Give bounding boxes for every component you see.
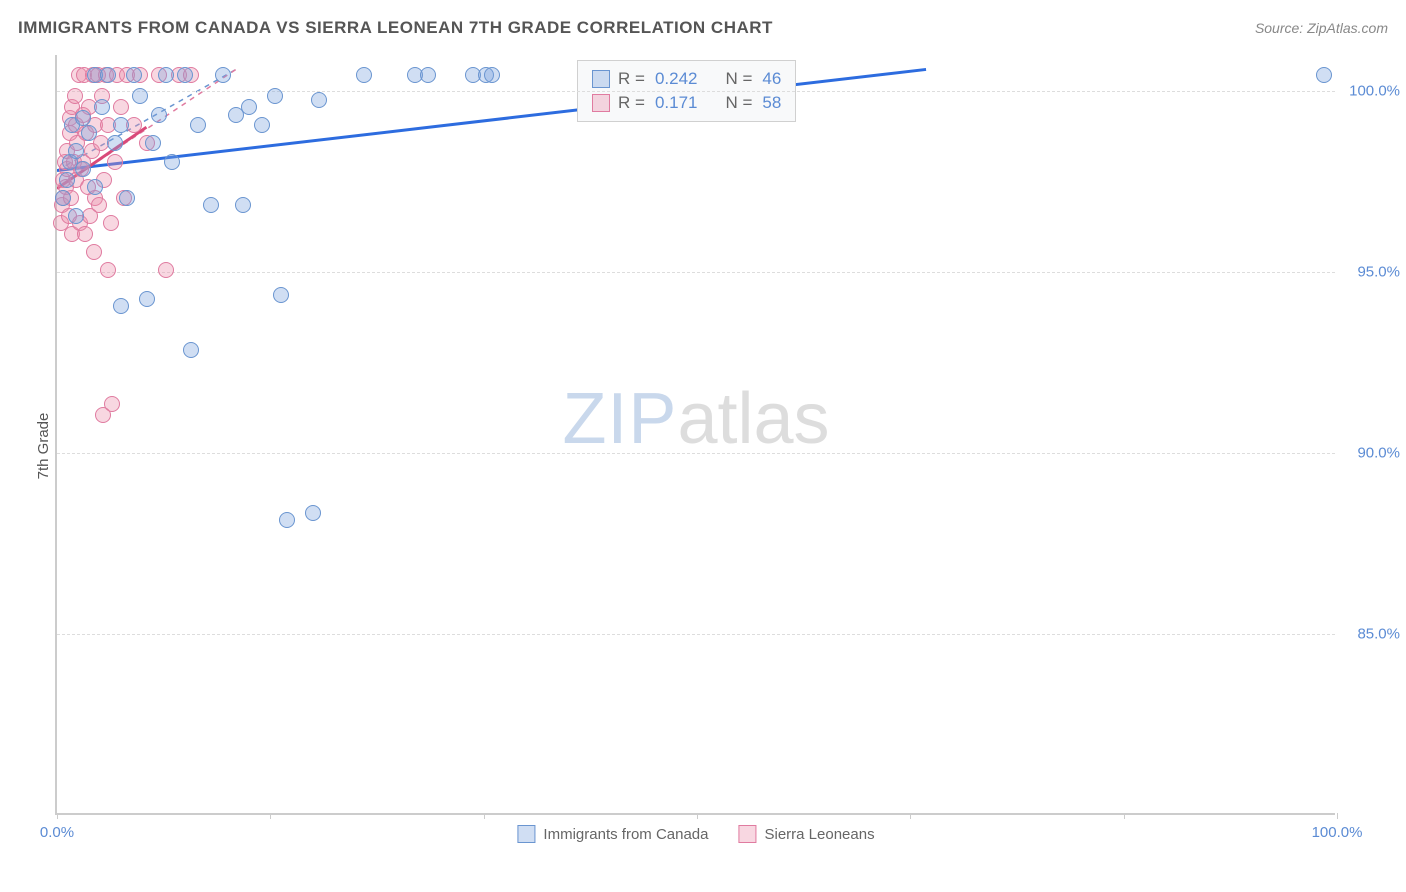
stats-row: R = 0.242 N = 46 [592, 67, 781, 91]
scatter-point [1316, 67, 1332, 83]
watermark: ZIPatlas [562, 378, 829, 460]
scatter-point [203, 197, 219, 213]
scatter-point [113, 117, 129, 133]
gridline [57, 453, 1335, 454]
scatter-point [356, 67, 372, 83]
scatter-point [55, 190, 71, 206]
scatter-point [158, 262, 174, 278]
stats-r-label: R = [618, 69, 645, 89]
legend-item: Immigrants from Canada [517, 825, 708, 843]
scatter-point [103, 215, 119, 231]
y-tick-label: 95.0% [1357, 264, 1400, 281]
stats-swatch [592, 94, 610, 112]
stats-n-label: N = [725, 69, 752, 89]
scatter-point [190, 117, 206, 133]
scatter-point [86, 244, 102, 260]
scatter-point [119, 190, 135, 206]
scatter-point [420, 67, 436, 83]
scatter-point [183, 342, 199, 358]
watermark-zip: ZIP [562, 379, 677, 459]
stats-r-value: 0.242 [655, 69, 698, 89]
legend-swatch [517, 825, 535, 843]
gridline [57, 272, 1335, 273]
scatter-point [100, 262, 116, 278]
scatter-point [100, 67, 116, 83]
gridline [57, 634, 1335, 635]
scatter-point [132, 88, 148, 104]
scatter-point [145, 135, 161, 151]
scatter-point [87, 179, 103, 195]
gridline [57, 91, 1335, 92]
scatter-point [311, 92, 327, 108]
scatter-point [484, 67, 500, 83]
chart-header: IMMIGRANTS FROM CANADA VS SIERRA LEONEAN… [18, 18, 1388, 38]
stats-n-value: 46 [762, 69, 781, 89]
stats-n-value: 58 [762, 93, 781, 113]
scatter-point [81, 125, 97, 141]
trend-lines [57, 55, 1335, 813]
stats-swatch [592, 70, 610, 88]
stats-r-value: 0.171 [655, 93, 698, 113]
x-tick-mark [484, 813, 485, 819]
chart-title: IMMIGRANTS FROM CANADA VS SIERRA LEONEAN… [18, 18, 773, 38]
scatter-point [104, 396, 120, 412]
x-tick-mark [57, 813, 58, 819]
y-axis-label: 7th Grade [35, 413, 52, 480]
scatter-point [107, 154, 123, 170]
scatter-point [68, 143, 84, 159]
scatter-point [67, 88, 83, 104]
scatter-point [94, 99, 110, 115]
scatter-point [158, 67, 174, 83]
legend-item: Sierra Leoneans [738, 825, 874, 843]
scatter-point [75, 161, 91, 177]
scatter-point [107, 135, 123, 151]
x-tick-mark [1337, 813, 1338, 819]
scatter-point [113, 99, 129, 115]
y-tick-label: 85.0% [1357, 626, 1400, 643]
scatter-plot-area: ZIPatlas R =0.242N =46R =0.171N =58 Immi… [55, 55, 1335, 815]
scatter-point [59, 172, 75, 188]
scatter-point [139, 291, 155, 307]
chart-source: Source: ZipAtlas.com [1255, 20, 1388, 36]
scatter-point [151, 107, 167, 123]
scatter-point [267, 88, 283, 104]
scatter-point [273, 287, 289, 303]
x-tick-mark [910, 813, 911, 819]
legend-swatch [738, 825, 756, 843]
scatter-point [215, 67, 231, 83]
stats-r-label: R = [618, 93, 645, 113]
scatter-point [164, 154, 180, 170]
legend: Immigrants from Canada Sierra Leoneans [517, 825, 874, 843]
scatter-point [254, 117, 270, 133]
stats-n-label: N = [725, 93, 752, 113]
watermark-atlas: atlas [677, 379, 829, 459]
scatter-point [126, 67, 142, 83]
scatter-point [77, 226, 93, 242]
y-tick-label: 90.0% [1357, 445, 1400, 462]
scatter-point [235, 197, 251, 213]
scatter-point [68, 208, 84, 224]
legend-label: Sierra Leoneans [764, 826, 874, 843]
x-tick-mark [1124, 813, 1125, 819]
x-tick-mark [270, 813, 271, 819]
scatter-point [177, 67, 193, 83]
scatter-point [241, 99, 257, 115]
y-tick-label: 100.0% [1349, 83, 1400, 100]
scatter-point [305, 505, 321, 521]
x-tick-label: 100.0% [1312, 824, 1363, 841]
scatter-point [279, 512, 295, 528]
x-tick-mark [697, 813, 698, 819]
stats-row: R = 0.171 N = 58 [592, 91, 781, 115]
x-tick-label: 0.0% [40, 824, 74, 841]
legend-label: Immigrants from Canada [543, 826, 708, 843]
scatter-point [113, 298, 129, 314]
scatter-point [91, 197, 107, 213]
